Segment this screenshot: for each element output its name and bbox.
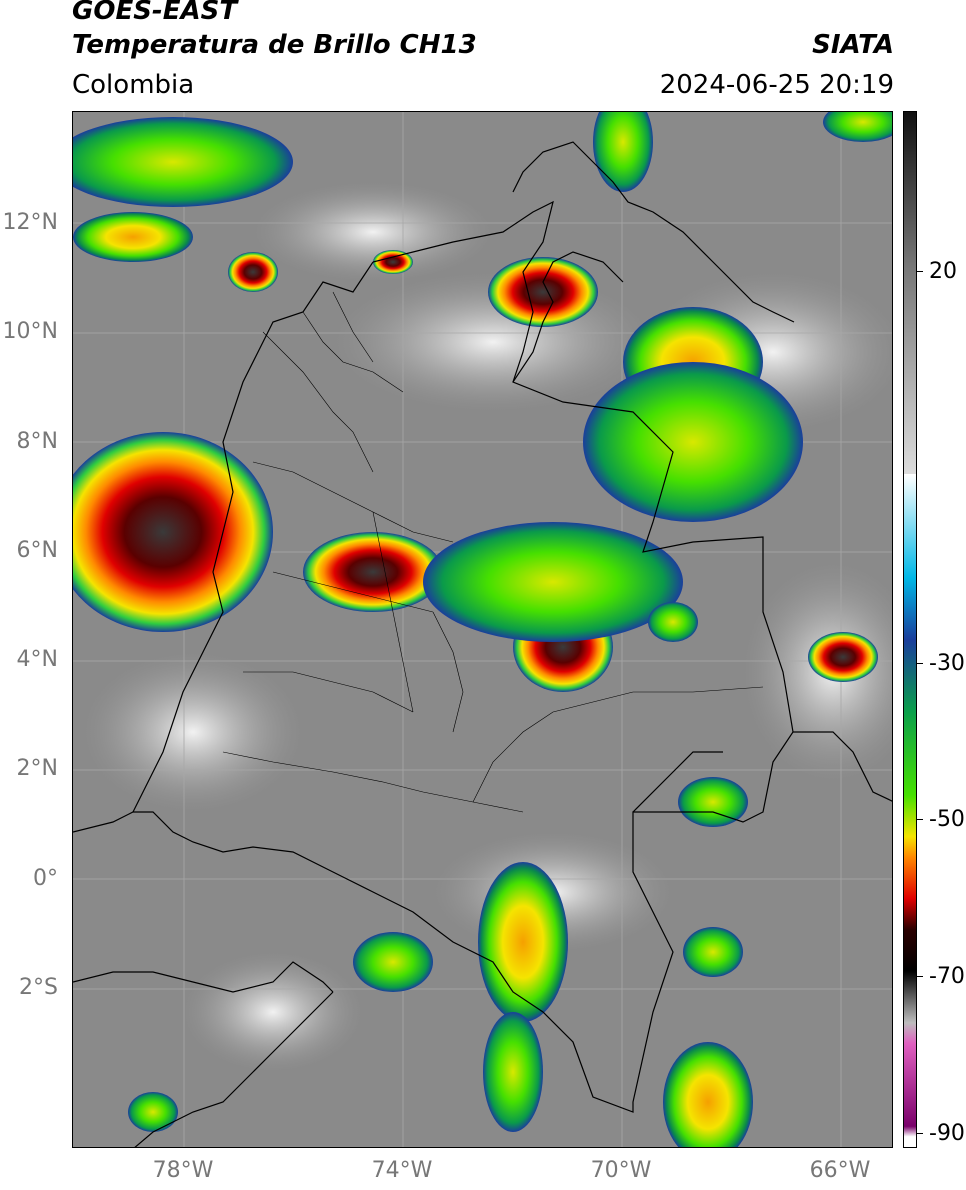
map-svg xyxy=(73,112,892,1147)
lat-label: 12°N xyxy=(2,210,58,235)
lon-label: 70°W xyxy=(590,1158,652,1183)
lat-label: 6°N xyxy=(16,538,58,563)
lat-label: 2°S xyxy=(19,975,58,1000)
timestamp-label: 2024-06-25 20:19 xyxy=(659,70,894,100)
convective-clouds xyxy=(73,112,892,1147)
colorbar-label: -90 xyxy=(929,1121,965,1146)
colorbar-tick xyxy=(917,976,923,977)
colorbar-label: 20 xyxy=(929,259,957,284)
region-label: Colombia xyxy=(72,70,195,100)
lat-label: 4°N xyxy=(16,647,58,672)
colorbar-label: -70 xyxy=(929,964,965,989)
org-label: SIATA xyxy=(812,30,894,60)
satellite-map[interactable] xyxy=(72,111,893,1148)
colorbar-label: -30 xyxy=(929,651,965,676)
lon-label: 78°W xyxy=(152,1158,214,1183)
colorbar-tick xyxy=(917,663,923,664)
colorbar-tick xyxy=(917,1133,923,1134)
lon-label: 74°W xyxy=(371,1158,433,1183)
lat-label: 2°N xyxy=(16,756,58,781)
title-product: Temperatura de Brillo CH13 xyxy=(72,30,477,60)
department-borders xyxy=(222,291,764,813)
lon-label: 66°W xyxy=(809,1158,871,1183)
title-satellite: GOES-EAST xyxy=(72,0,238,26)
colorbar xyxy=(903,111,917,1148)
lat-label: 0° xyxy=(33,866,58,891)
colorbar-tick xyxy=(917,819,923,820)
colorbar-tick xyxy=(917,271,923,272)
colorbar-label: -50 xyxy=(929,807,965,832)
lat-label: 10°N xyxy=(2,319,58,344)
lat-label: 8°N xyxy=(16,429,58,454)
